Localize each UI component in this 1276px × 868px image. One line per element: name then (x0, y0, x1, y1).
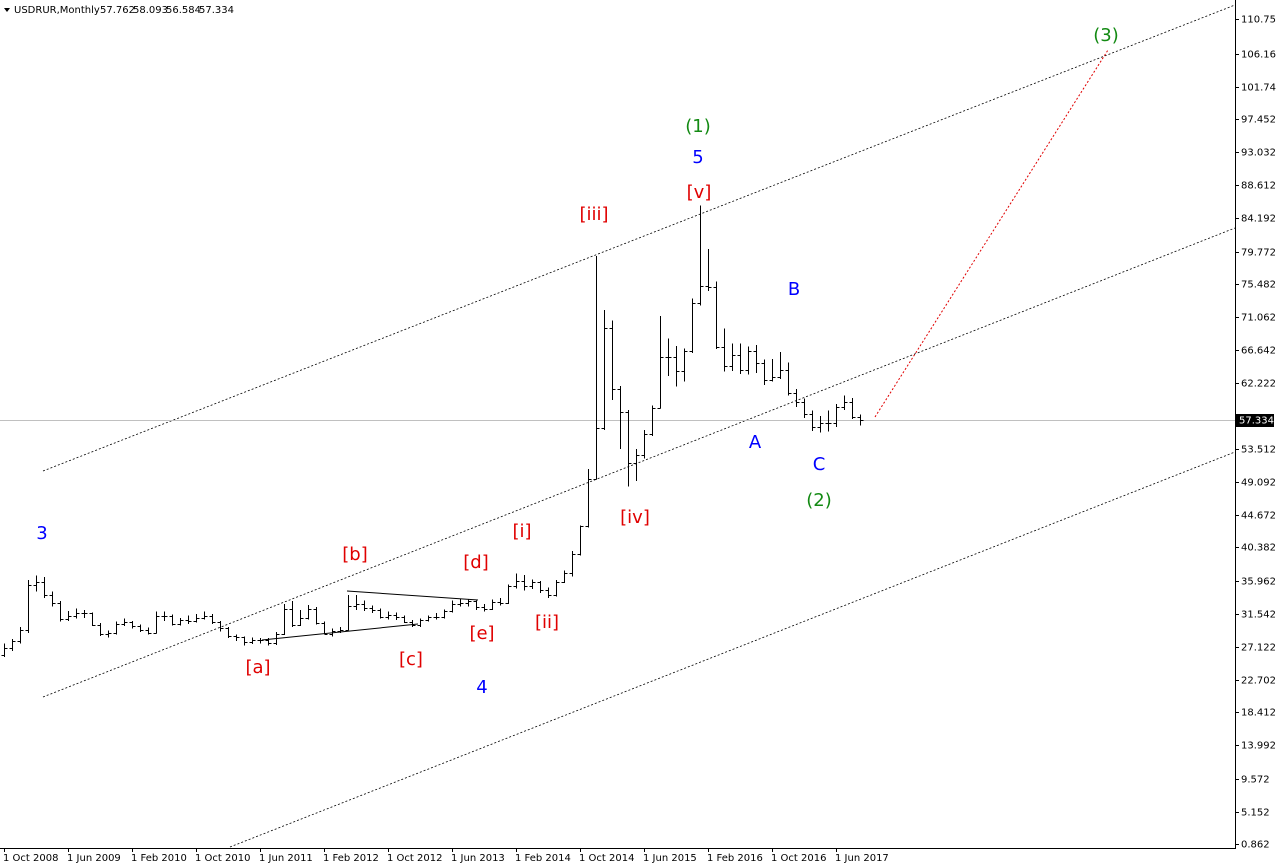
channel-middle (42, 227, 1236, 698)
y-tick-label: 110.752 (1241, 15, 1276, 26)
wave-label: (2) (806, 490, 832, 511)
y-tick-label: 31.542 (1241, 610, 1276, 621)
y-tick-label: 35.962 (1241, 577, 1276, 588)
y-tick-label: 101.742 (1241, 83, 1276, 94)
y-tick-label: 13.992 (1241, 741, 1276, 752)
header-close: 57.334 (199, 5, 234, 16)
x-tick-label: 1 Oct 2008 (3, 853, 58, 864)
wave-label: B (788, 279, 800, 300)
wave-label: [i] (512, 521, 531, 542)
wave-label: 3 (36, 523, 47, 544)
x-tick-label: 1 Oct 2010 (195, 853, 250, 864)
y-tick-label: 53.512 (1241, 445, 1276, 456)
wave-label: [a] (245, 657, 270, 678)
x-tick-label: 1 Jun 2011 (259, 853, 313, 864)
wave-label: [ii] (535, 612, 559, 633)
y-tick-label: 93.032 (1241, 148, 1276, 159)
header-open: 57.762 (100, 5, 135, 16)
y-tick-label: 49.092 (1241, 478, 1276, 489)
x-tick-label: 1 Feb 2012 (323, 853, 379, 864)
bars (1, 205, 864, 657)
wave-label: (3) (1093, 25, 1119, 46)
x-tick-label: 1 Jun 2015 (643, 853, 697, 864)
y-tick-label: 40.382 (1241, 543, 1276, 554)
wave-label: (1) (685, 116, 711, 137)
y-tick-label: 88.612 (1241, 181, 1276, 192)
y-tick-label: 9.572 (1241, 775, 1270, 786)
x-tick-label: 1 Jun 2009 (67, 853, 121, 864)
wave-label: [d] (463, 552, 488, 573)
wave-label: [v] (687, 182, 712, 203)
current-price-box (1236, 414, 1274, 427)
header-icon (4, 8, 10, 12)
y-tick-label: 79.772 (1241, 248, 1276, 259)
symbol: USDRUR,Monthly (14, 5, 100, 16)
x-tick-label: 1 Jun 2017 (835, 853, 889, 864)
y-tick-label: 5.152 (1241, 808, 1270, 819)
x-tick-label: 1 Feb 2014 (515, 853, 571, 864)
x-tick-label: 1 Oct 2014 (579, 853, 634, 864)
triangle-line (346, 590, 479, 601)
wave-label: [c] (399, 649, 423, 670)
y-tick-label: 106.162 (1241, 50, 1276, 61)
header-high: 58.093 (133, 5, 168, 16)
y-tick-label: 71.062 (1241, 313, 1276, 324)
projection-line (874, 49, 1109, 418)
y-tick-label: 44.672 (1241, 511, 1276, 522)
wave-label: [iii] (579, 204, 608, 225)
x-tick-label: 1 Jun 2013 (451, 853, 505, 864)
current-price-label: 57.334 (1239, 416, 1274, 427)
header-low: 56.584 (166, 5, 201, 16)
y-tick-label: 66.642 (1241, 346, 1276, 357)
x-tick-label: 1 Oct 2016 (771, 853, 826, 864)
wave-label: [e] (469, 623, 494, 644)
y-tick-label: 0.862 (1241, 840, 1270, 851)
y-tick-label: 84.192 (1241, 214, 1276, 225)
wave-label: C (813, 454, 826, 475)
x-tick-label: 1 Feb 2016 (707, 853, 763, 864)
y-tick-label: 62.222 (1241, 379, 1276, 390)
y-tick-label: 97.452 (1241, 115, 1276, 126)
channel-upper (42, 4, 1236, 472)
wave-label: [iv] (620, 507, 650, 528)
y-tick-label: 22.702 (1241, 676, 1276, 687)
wave-label: 4 (476, 677, 487, 698)
y-tick-label: 27.122 (1241, 643, 1276, 654)
x-tick-label: 1 Feb 2010 (131, 853, 187, 864)
x-tick-label: 1 Oct 2012 (387, 853, 442, 864)
y-tick-label: 18.412 (1241, 708, 1276, 719)
wave-label: 5 (692, 147, 703, 168)
wave-label: [b] (342, 544, 367, 565)
wave-label: A (749, 432, 762, 453)
y-tick-label: 75.482 (1241, 280, 1276, 291)
